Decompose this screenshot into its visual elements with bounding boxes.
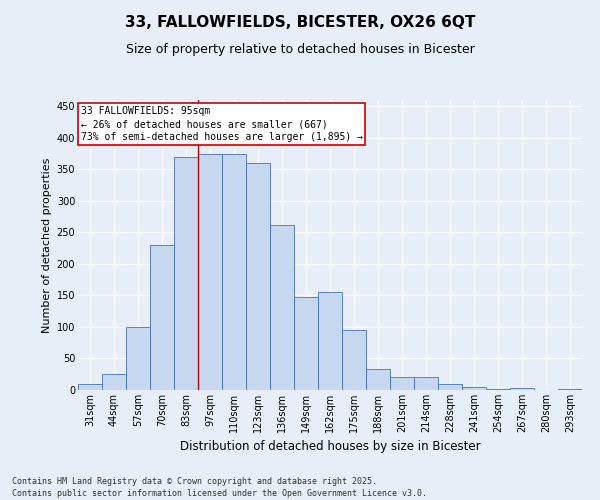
- Bar: [390, 378, 414, 390]
- Bar: [78, 384, 102, 390]
- Bar: [126, 327, 150, 390]
- Bar: [174, 156, 198, 390]
- Bar: [198, 154, 222, 390]
- Bar: [558, 388, 582, 390]
- Bar: [318, 292, 342, 390]
- Bar: [294, 296, 318, 390]
- Bar: [366, 369, 390, 390]
- Bar: [438, 384, 462, 390]
- Bar: [462, 387, 486, 390]
- Text: Contains HM Land Registry data © Crown copyright and database right 2025.
Contai: Contains HM Land Registry data © Crown c…: [12, 476, 427, 498]
- Text: 33, FALLOWFIELDS, BICESTER, OX26 6QT: 33, FALLOWFIELDS, BICESTER, OX26 6QT: [125, 15, 475, 30]
- Y-axis label: Number of detached properties: Number of detached properties: [43, 158, 52, 332]
- Bar: [246, 163, 270, 390]
- Bar: [510, 388, 534, 390]
- Bar: [270, 225, 294, 390]
- Text: 33 FALLOWFIELDS: 95sqm
← 26% of detached houses are smaller (667)
73% of semi-de: 33 FALLOWFIELDS: 95sqm ← 26% of detached…: [80, 106, 362, 142]
- Bar: [102, 374, 126, 390]
- Text: Size of property relative to detached houses in Bicester: Size of property relative to detached ho…: [125, 42, 475, 56]
- Bar: [150, 245, 174, 390]
- Bar: [486, 388, 510, 390]
- Bar: [342, 330, 366, 390]
- Bar: [222, 154, 246, 390]
- Bar: [414, 378, 438, 390]
- X-axis label: Distribution of detached houses by size in Bicester: Distribution of detached houses by size …: [179, 440, 481, 454]
